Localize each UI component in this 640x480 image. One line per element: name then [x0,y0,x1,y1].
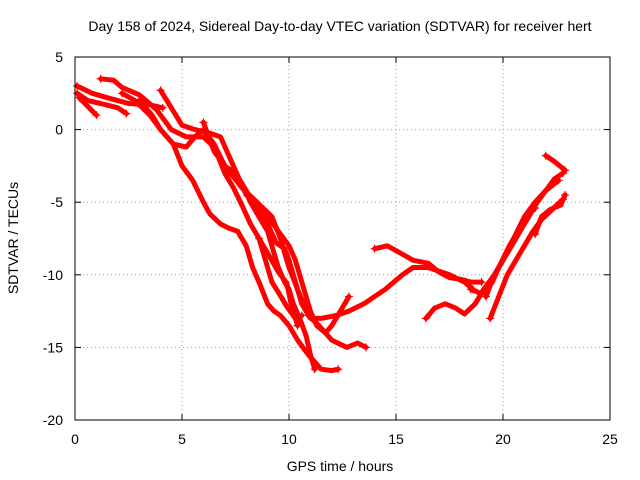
data-point-marker [73,82,82,91]
x-tick-label: 15 [388,431,404,447]
data-point-marker [203,132,212,141]
data-point-marker [481,292,490,301]
data-point-marker [75,93,84,102]
x-tick-label: 5 [178,431,186,447]
data-point-marker [561,190,570,199]
x-tick-label: 0 [71,431,79,447]
data-point-marker [118,89,127,98]
series-arc-9 [205,134,301,329]
x-axis-label: GPS time / hours [287,458,394,474]
data-point-marker [156,86,165,95]
series-arc-7 [158,87,352,336]
series-arc-8 [200,119,318,372]
data-point-marker [122,109,131,118]
data-point-marker [96,74,105,83]
data-point-marker [531,204,540,213]
series-arc-1 [74,90,129,117]
data-point-marker [477,278,486,287]
x-tick-label: 25 [602,431,618,447]
data-point-marker [370,244,379,253]
data-point-marker [297,311,306,320]
series-arc-10 [256,236,305,321]
x-tick-label: 10 [281,431,297,447]
y-tick-labels: 5 0 -5 -10 -15 -20 [43,49,63,428]
chart-title: Day 158 of 2024, Sidereal Day-to-day VTE… [88,18,591,34]
data-point-marker [293,321,302,330]
series-arc-3 [76,95,99,118]
data-point-marker [135,96,144,105]
data-point-marker [158,103,167,112]
y-tick-label: 5 [55,49,63,65]
series-arc-15 [468,205,538,297]
data-point-marker [92,111,101,120]
y-tick-label: -10 [43,267,63,283]
series-arc-17 [543,153,568,173]
data-point-marker [561,166,570,175]
grid-lines [75,57,610,420]
y-tick-label: -5 [51,194,64,210]
data-point-marker [344,292,353,301]
y-axis-label: SDTVAR / TECUs [5,182,21,294]
data-point-marker [486,314,495,323]
y-tick-label: 0 [55,122,63,138]
data-point-marker [466,285,475,294]
data-point-marker [199,118,208,127]
series-arc-11 [372,243,485,285]
series-arc-16 [532,192,568,237]
data-point-marker [310,365,319,374]
y-tick-label: -20 [43,412,63,428]
data-point-marker [362,343,371,352]
y-tick-label: -15 [43,339,63,355]
data-point-marker [421,314,430,323]
data-series [73,74,570,374]
x-tick-labels: 0 5 10 15 20 25 [71,431,618,447]
data-point-marker [255,234,264,243]
axis-ticks [74,56,611,421]
data-point-marker [541,151,550,160]
plot-frame [74,56,611,421]
data-point-marker [73,89,82,98]
series-arc-6 [136,98,476,321]
data-point-marker [531,230,540,239]
x-tick-label: 20 [495,431,511,447]
data-point-marker [334,365,343,374]
